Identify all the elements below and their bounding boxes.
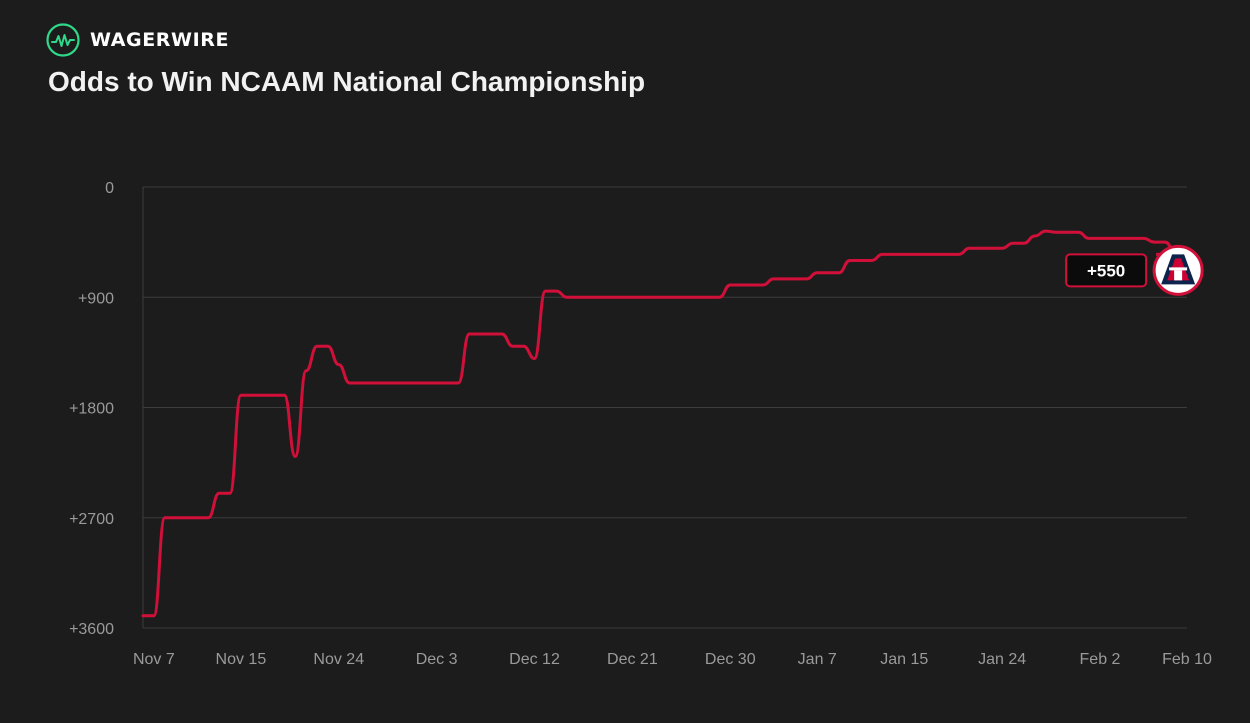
brand: WAGERWIRE	[46, 23, 229, 57]
x-tick-label: Dec 30	[705, 651, 756, 668]
y-tick-label: +2700	[69, 511, 114, 528]
x-tick-label: Jan 15	[880, 651, 928, 668]
x-tick-label: Feb 2	[1080, 651, 1121, 668]
series-layer	[141, 229, 1178, 618]
x-tick-label: Nov 15	[216, 651, 267, 668]
x-axis-ticks: Nov 7 Nov 15 Nov 24 Dec 3 Dec 12 Dec 21 Dec 30…	[133, 651, 1212, 668]
brand-name: WAGERWIRE	[90, 29, 230, 51]
y-axis-ticks: 0 +900 +1800 +2700 +3600	[69, 180, 114, 638]
pulse-wave-icon	[46, 23, 80, 57]
chart-title: Odds to Win NCAAM National Championship	[48, 66, 646, 97]
series-line	[141, 229, 1178, 618]
y-tick-label: +900	[78, 290, 114, 307]
x-tick-label: Feb 10	[1162, 651, 1212, 668]
callout-value: +550	[1087, 261, 1125, 280]
logo-a-crossbar	[1169, 267, 1188, 271]
y-tick-label: +3600	[69, 621, 114, 638]
y-tick-label: +1800	[69, 401, 114, 418]
x-tick-label: Nov 24	[313, 651, 364, 668]
x-tick-label: Jan 7	[798, 651, 837, 668]
y-tick-label: 0	[105, 180, 114, 197]
x-tick-label: Jan 24	[978, 651, 1026, 668]
x-tick-label: Nov 7	[133, 651, 175, 668]
x-tick-label: Dec 12	[509, 651, 560, 668]
team-logo	[1152, 244, 1204, 296]
logo-a-counter	[1174, 270, 1183, 281]
callout-box	[1065, 253, 1148, 288]
x-tick-label: Dec 21	[607, 651, 658, 668]
x-tick-label: Dec 3	[416, 651, 458, 668]
value-callout: +550	[1065, 253, 1148, 288]
